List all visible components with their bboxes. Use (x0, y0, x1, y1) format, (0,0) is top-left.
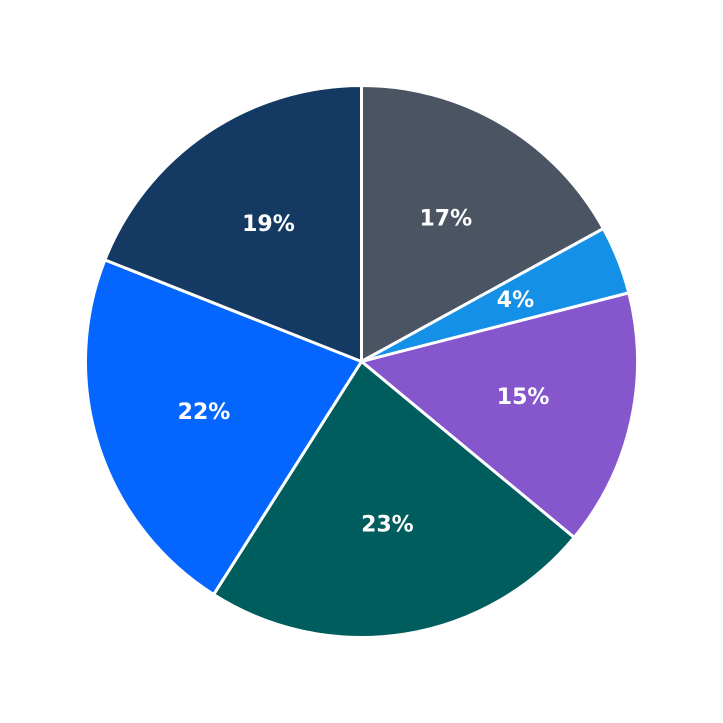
pie-slice-4 (212, 360, 576, 639)
slices-layer (84, 84, 639, 639)
pie-slice-5 (84, 258, 363, 597)
pie-slice-label-4: 23% (361, 513, 414, 538)
pie-slice-3 (360, 291, 639, 539)
pie-slice-label-1: 17% (419, 206, 472, 231)
pie-slice-label-2: 4% (497, 288, 534, 313)
pie-slice-label-6: 19% (242, 212, 295, 237)
labels-layer: 17% 4% 15% 23% 22% 19% (178, 206, 550, 537)
pie-slice-label-3: 15% (497, 385, 550, 410)
pie-slice-label-5: 22% (178, 400, 231, 425)
pie-slice-6 (103, 84, 363, 363)
pie-slice-1 (360, 84, 605, 363)
